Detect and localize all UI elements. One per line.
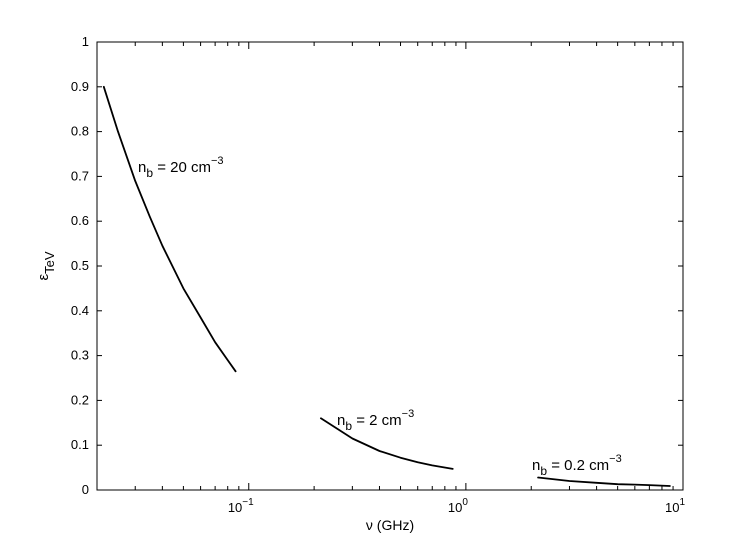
series-line-1 [102,85,237,373]
y-tick-label: 0.1 [71,437,89,452]
series-line-3 [537,476,671,487]
y-axis-label: εTeV [35,251,57,280]
x-tick-label: 100 [448,497,468,515]
y-tick-label: 0.4 [71,303,89,318]
y-tick-label: 1 [82,34,89,49]
y-tick-label: 0.5 [71,258,89,273]
x-tick-label: 101 [665,497,685,515]
series-annotation-3: nb = 0.2 cm−3 [532,453,622,478]
series-line-2 [319,417,454,470]
y-tick-label: 0.3 [71,348,89,363]
y-tick-label: 0.6 [71,213,89,228]
y-tick-label: 0.7 [71,168,89,183]
series-annotation-2: nb = 2 cm−3 [337,408,414,433]
y-tick-label: 0 [82,482,89,497]
x-axis-label: ν (GHz) [366,517,414,533]
series-annotation-1: nb = 20 cm−3 [138,155,224,180]
y-tick-label: 0.8 [71,124,89,139]
x-tick-label: 10−1 [228,497,254,515]
y-tick-label: 0.2 [71,392,89,407]
y-tick-label: 0.9 [71,79,89,94]
plot-area [96,41,684,491]
